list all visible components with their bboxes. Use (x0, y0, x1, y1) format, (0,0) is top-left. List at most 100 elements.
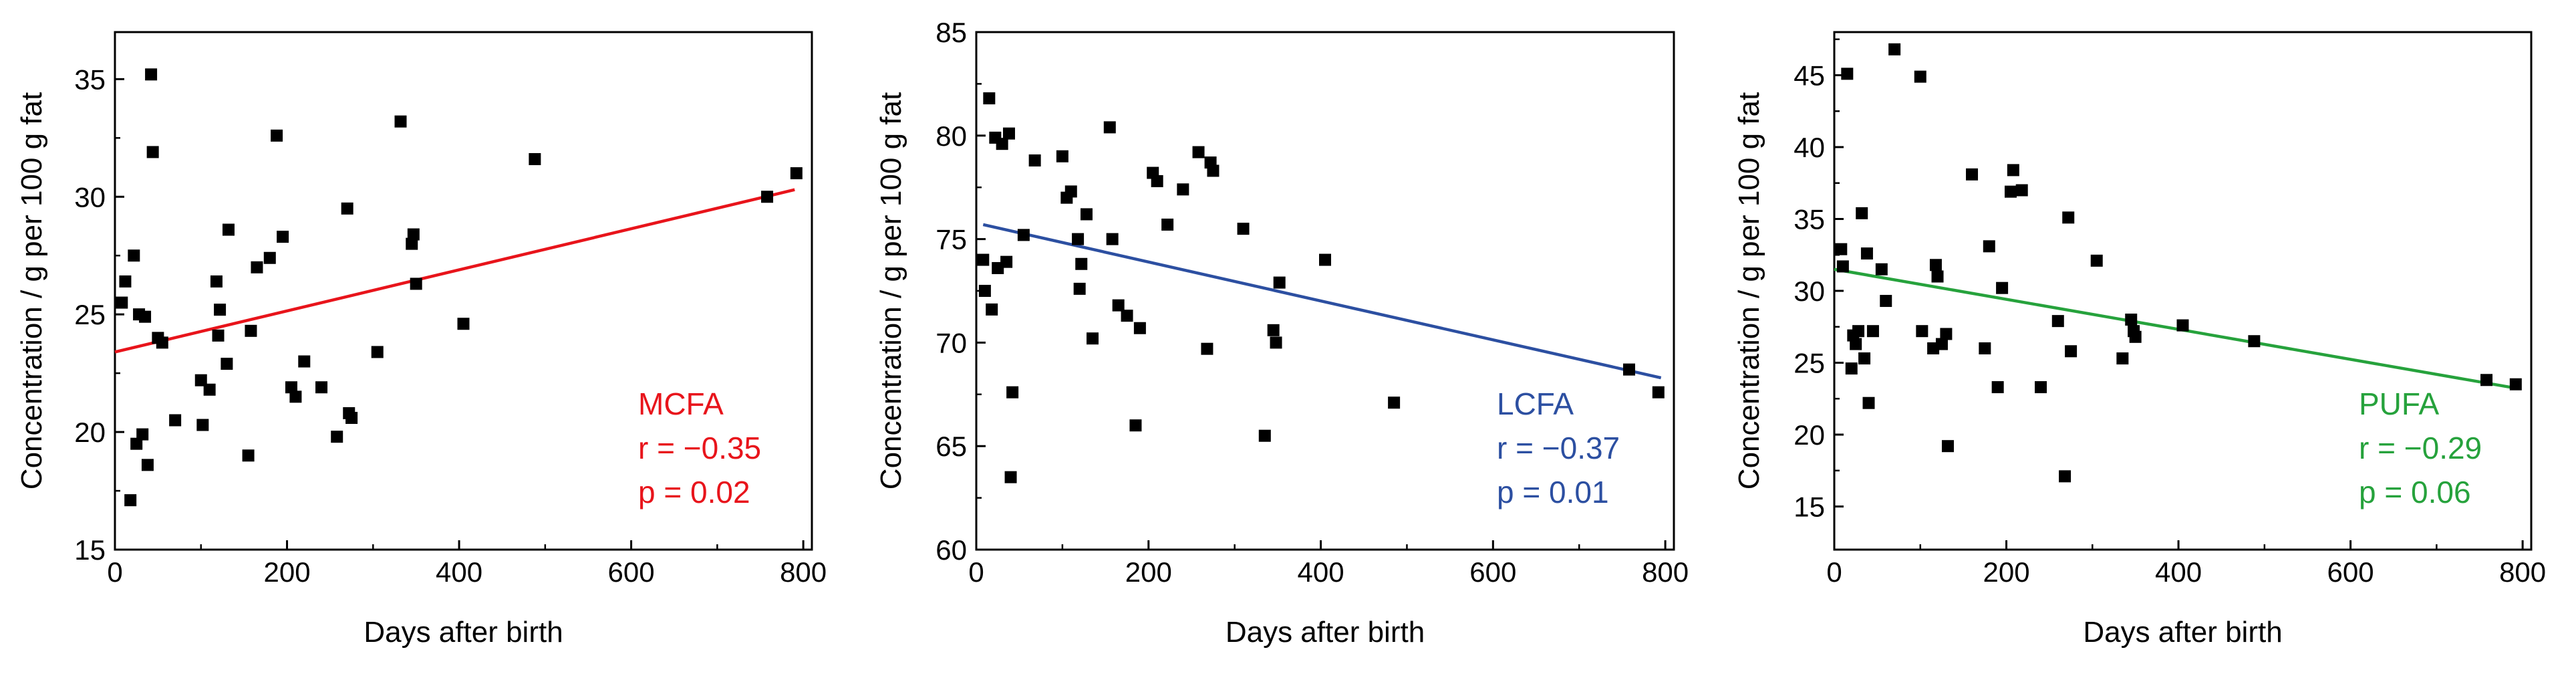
pufa-point-29 (2007, 164, 2019, 177)
pufa-point-31 (2035, 381, 2047, 394)
pufa-point-43 (2480, 374, 2493, 386)
pufa-x-axis-label: Days after birth (2083, 616, 2282, 649)
pufa-x-tick-label-1: 200 (1983, 556, 2029, 588)
mcfa-point-39 (407, 228, 420, 241)
lcfa-x-tick-label-0: 0 (968, 556, 984, 588)
lcfa-point-15 (1064, 185, 1077, 198)
mcfa-y-tick-label-1: 20 (74, 417, 106, 448)
lcfa-point-16 (1072, 233, 1085, 245)
mcfa-point-6 (136, 428, 149, 441)
lcfa-point-29 (1161, 218, 1174, 231)
pufa-point-2 (1841, 68, 1854, 80)
mcfa-point-43 (761, 191, 774, 203)
mcfa-point-29 (289, 390, 302, 403)
mcfa-point-35 (345, 411, 358, 424)
mcfa-point-28 (285, 381, 297, 394)
lcfa-y-tick-label-1: 65 (936, 431, 967, 462)
lcfa-point-43 (1652, 386, 1665, 399)
pufa-point-25 (1983, 240, 1995, 253)
pufa-y-tick-label-3: 30 (1794, 275, 1825, 307)
mcfa-point-9 (145, 68, 158, 81)
mcfa-y-tick-label-0: 15 (74, 534, 106, 566)
pufa-point-7 (1856, 207, 1868, 219)
lcfa-point-20 (1087, 332, 1099, 345)
pufa-point-35 (2065, 345, 2078, 358)
mcfa-point-44 (790, 167, 803, 180)
mcfa-point-7 (139, 310, 152, 323)
lcfa-point-26 (1133, 322, 1146, 334)
lcfa-point-18 (1075, 257, 1088, 270)
pufa-point-22 (1941, 440, 1954, 453)
pufa-point-28 (2004, 185, 2017, 198)
lcfa-point-40 (1319, 253, 1331, 266)
pufa-point-44 (2509, 378, 2522, 390)
mcfa-y-tick-label-2: 25 (74, 299, 106, 330)
lcfa-point-28 (1151, 175, 1163, 187)
pufa-point-9 (1860, 247, 1873, 260)
lcfa-trend-line (982, 223, 1662, 380)
pufa-point-1 (1836, 260, 1849, 273)
lcfa-point-13 (1056, 150, 1068, 162)
pufa-point-40 (2129, 330, 2142, 343)
lcfa-point-34 (1207, 164, 1220, 177)
mcfa-x-axis-label: Days after birth (364, 616, 563, 649)
mcfa-point-8 (141, 459, 154, 471)
pufa-point-37 (2116, 352, 2129, 365)
mcfa-trend-line (114, 188, 795, 354)
mcfa-point-19 (214, 304, 227, 316)
pufa-y-tick-label-5: 40 (1794, 132, 1825, 163)
pufa-point-8 (1858, 352, 1871, 365)
lcfa-point-22 (1106, 233, 1119, 245)
pufa-point-16 (1916, 325, 1928, 338)
mcfa-point-37 (394, 115, 407, 128)
lcfa-point-24 (1121, 310, 1133, 322)
lcfa-point-39 (1273, 276, 1286, 289)
mcfa-point-25 (263, 251, 276, 264)
pufa-point-42 (2248, 335, 2261, 348)
mcfa-point-42 (529, 152, 541, 165)
pufa-y-tick-label-0: 15 (1794, 491, 1825, 523)
lcfa-point-6 (996, 138, 1008, 150)
mcfa-point-31 (315, 381, 328, 394)
mcfa-x-tick-label-3: 600 (608, 556, 655, 588)
lcfa-point-32 (1201, 342, 1213, 355)
pufa-point-13 (1880, 295, 1892, 308)
pufa-point-21 (1940, 328, 1953, 340)
lcfa-x-tick-label-1: 200 (1125, 556, 1172, 588)
lcfa-point-36 (1258, 429, 1271, 442)
pufa-point-38 (2125, 314, 2138, 326)
pufa-point-32 (2051, 315, 2064, 328)
pufa-annotation-r: r = −0.29 (2359, 431, 2482, 465)
pufa-point-36 (2090, 254, 2103, 267)
pufa-y-tick-label-2: 25 (1794, 348, 1825, 379)
mcfa-plot-frame (114, 31, 813, 551)
lcfa-point-41 (1388, 397, 1401, 409)
lcfa-point-30 (1177, 183, 1189, 196)
mcfa-point-14 (194, 374, 207, 386)
lcfa-point-12 (1028, 154, 1041, 166)
mcfa-point-18 (212, 329, 225, 342)
pufa-point-33 (2059, 470, 2071, 483)
pufa-point-30 (2015, 184, 2028, 197)
lcfa-point-9 (1004, 471, 1017, 483)
lcfa-point-10 (1006, 386, 1019, 399)
mcfa-x-tick-label-2: 400 (436, 556, 482, 588)
mcfa-point-16 (203, 383, 216, 396)
mcfa-point-22 (242, 449, 255, 462)
lcfa-x-tick-label-4: 800 (1642, 556, 1689, 588)
pufa-x-tick-label-4: 800 (2499, 556, 2546, 588)
pufa-x-tick-label-0: 0 (1826, 556, 1842, 588)
lcfa-point-23 (1112, 299, 1125, 312)
mcfa-point-26 (271, 129, 283, 142)
mcfa-point-40 (410, 277, 422, 290)
mcfa-annotation-p: p = 0.02 (638, 475, 750, 510)
mcfa-y-axis-label: Concentration / g per 100 g fat (15, 92, 48, 489)
pufa-x-tick-label-2: 400 (2155, 556, 2202, 588)
lcfa-point-17 (1073, 282, 1086, 295)
mcfa-point-4 (130, 437, 143, 450)
pufa-point-5 (1850, 338, 1862, 350)
lcfa-y-tick-label-3: 75 (936, 224, 967, 255)
pufa-point-14 (1888, 43, 1901, 55)
mcfa-point-21 (222, 223, 235, 236)
